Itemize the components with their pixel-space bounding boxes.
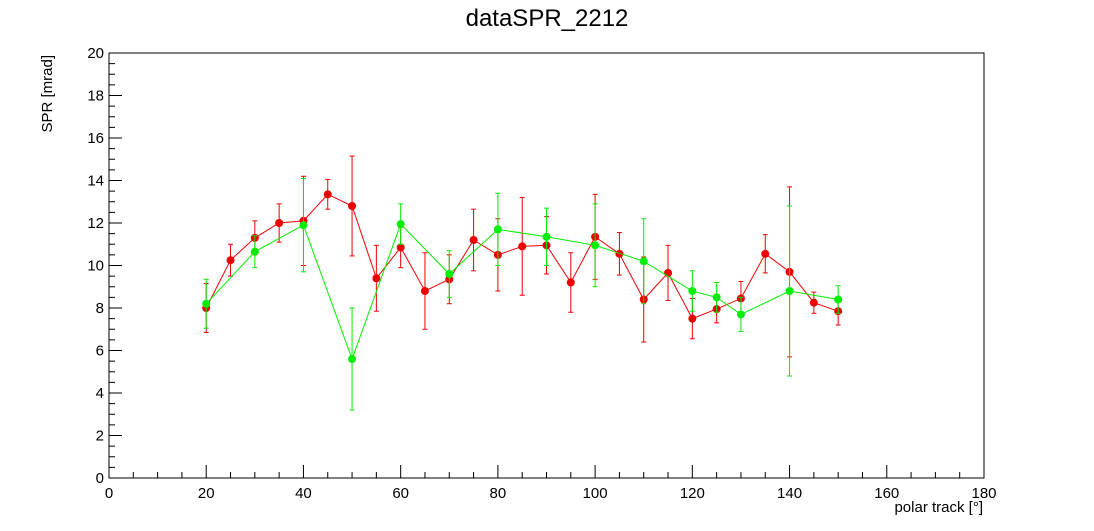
y-tick-label: 20 [87, 45, 104, 62]
series-layer [202, 155, 843, 411]
x-tick-label: 140 [777, 485, 802, 502]
data-point [834, 295, 843, 304]
data-point [542, 232, 551, 241]
x-tick-label: 180 [971, 485, 996, 502]
x-tick-label: 80 [490, 485, 507, 502]
data-point [761, 249, 770, 258]
data-point [785, 287, 794, 295]
data-point [469, 236, 478, 244]
data-point [809, 298, 818, 307]
series-1 [202, 155, 843, 358]
data-point [226, 256, 235, 265]
y-tick-label: 10 [87, 258, 104, 275]
data-point [275, 219, 284, 227]
data-point [202, 299, 211, 308]
data-point [420, 287, 429, 295]
y-tick-label: 16 [87, 130, 104, 147]
data-point [736, 310, 745, 319]
data-point [591, 241, 600, 250]
y-tick-label: 18 [87, 88, 104, 105]
y-tick-label: 0 [96, 470, 104, 487]
x-tick-label: 160 [874, 485, 899, 502]
y-tick-label: 8 [96, 300, 104, 317]
data-point [323, 190, 332, 199]
data-point [566, 278, 575, 287]
x-tick-label: 100 [583, 485, 608, 502]
x-axis-label: polar track [°] [894, 499, 983, 516]
x-tick-label: 0 [105, 485, 113, 502]
data-point [299, 221, 308, 230]
series-2 [202, 177, 843, 411]
data-point [518, 242, 527, 251]
y-tick-label: 4 [96, 385, 104, 402]
y-tick-label: 12 [87, 215, 104, 232]
chart-title: dataSPR_2212 [466, 5, 629, 32]
y-tick-label: 6 [96, 343, 104, 360]
y-axis-label: SPR [mrad] [39, 55, 56, 133]
x-tick-label: 40 [295, 485, 312, 502]
y-tick-label: 14 [87, 173, 104, 190]
data-point [688, 314, 697, 323]
data-point [712, 293, 721, 302]
data-point [688, 287, 697, 295]
data-point [348, 355, 357, 363]
data-point [445, 270, 454, 278]
data-point [348, 202, 357, 210]
y-tick-label: 2 [96, 428, 104, 445]
axes: 0 20 40 60 80 100 120 140 160 180 0 2 4 6 8 10 12 14 16 18 2… [87, 45, 996, 502]
data-point [396, 220, 405, 229]
data-point [250, 247, 259, 256]
data-point [493, 225, 502, 234]
data-point [372, 274, 381, 283]
x-tick-label: 20 [198, 485, 215, 502]
x-tick-label: 60 [392, 485, 409, 502]
data-point [396, 243, 405, 252]
x-tick-label: 120 [680, 485, 705, 502]
data-point [639, 257, 648, 266]
